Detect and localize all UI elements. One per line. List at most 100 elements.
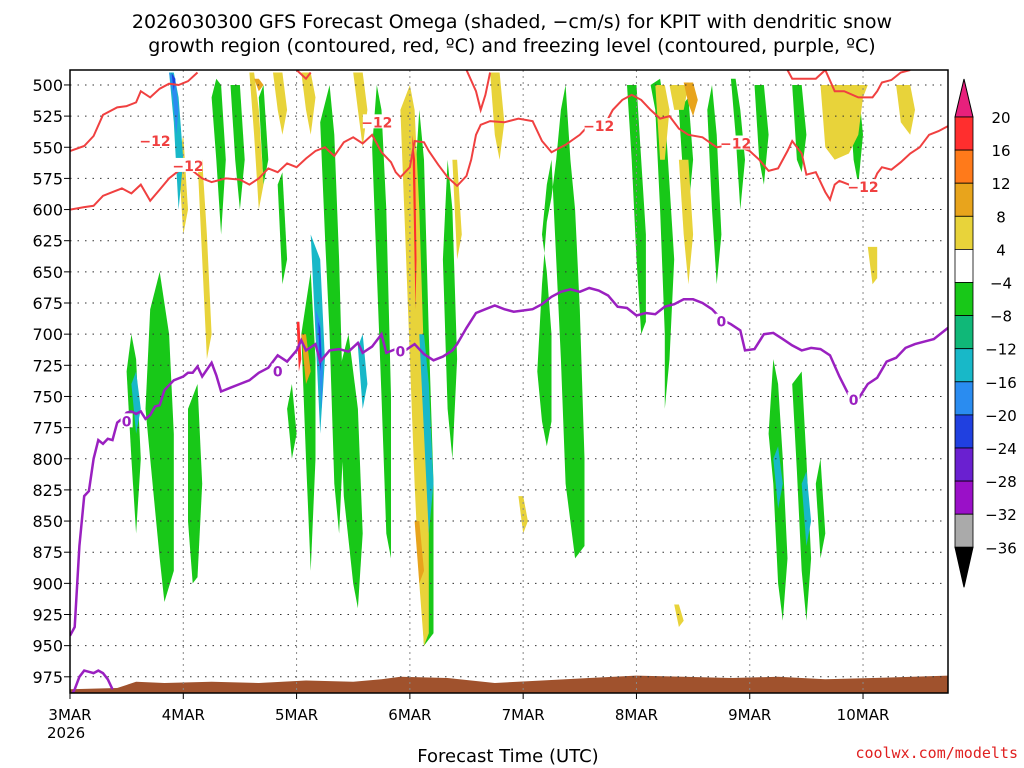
x-tick-label-3MAR: 3MAR [48,706,91,724]
omega-region-11 [372,85,391,559]
chart-title-line1: 2026030300 GFS Forecast Omega (shaded, −… [132,11,892,33]
colorbar-swatch-10 [954,447,974,482]
omega-region-31 [353,72,368,148]
colorbar-label-2: 12 [991,175,1010,193]
colorbar-swatch-6 [954,315,974,350]
dgz-label-0: −12 [139,134,170,150]
dgz-contour-0 [70,71,199,152]
y-tick-label-700: 700 [32,325,63,344]
freezing-label-bg-4 [847,392,860,407]
dgz-label-4: −12 [720,137,751,153]
colorbar-swatch-2 [954,182,974,217]
dgz-label-bg-5 [849,179,878,194]
freezing-label-2: 0 [396,345,406,361]
colorbar: 20 16 12 8 4 −4 −8 −12 −16 −20 −24 −28 −32 −36 [954,78,1017,588]
y-tick-label-825: 825 [32,481,63,500]
colorbar-swatch-4 [954,248,974,283]
x-tick-label-7MAR: 7MAR [502,706,545,724]
omega-region-53 [801,471,812,546]
dgz-label-bg-4 [721,135,750,150]
colorbar-swatch-9 [954,414,974,449]
colorbar-swatch-1 [954,149,974,184]
omega-region-24 [792,85,807,173]
year-label: 2026 [47,724,85,742]
omega-region-10 [339,334,363,609]
dgz-label-5: −12 [847,180,878,196]
x-tick-label-10MAR: 10MAR [837,706,890,724]
omega-region-4 [258,85,269,185]
x-tick-label-8MAR: 8MAR [615,706,658,724]
omega-region-30 [301,72,316,135]
freezing-label-bg-1 [271,363,284,378]
freezing-label-bg-2 [394,343,407,358]
colorbar-label-11: −28 [985,473,1017,491]
plot-frame [69,69,949,694]
omega-region-32 [400,85,429,646]
colorbar-swatch-7 [954,348,974,383]
omega-region-35 [655,85,670,160]
grid-lines [70,70,948,693]
x-axis-label: Forecast Time (UTC) [417,746,598,767]
dgz-label-1: −12 [172,159,203,175]
colorbar-label-0: 20 [991,109,1010,127]
colorbar-label-5: −4 [990,275,1012,293]
omega-region-18 [707,85,722,285]
dgz-label-bg-2 [362,114,391,129]
omega-region-54 [169,72,179,135]
omega-region-38 [820,85,868,160]
colorbar-swatch-12 [954,513,974,548]
omega-region-58 [412,134,417,310]
omega-region-13 [442,159,458,459]
colorbar-swatch-5 [954,282,974,316]
omega-region-9 [320,85,344,534]
omega-region-28 [249,72,264,210]
omega-region-48 [169,72,184,210]
freezing-level-line-lower [71,669,114,693]
terrain-layer [70,675,948,693]
terrain-fill [70,675,948,693]
colorbar-bottom-arrow [954,546,974,588]
y-tick-label-750: 750 [32,387,63,406]
omega-region-50 [357,334,368,409]
freezing-level-line [70,286,948,637]
dgz-label-bg-1 [174,157,203,172]
dgz-label-bg-3 [584,118,613,133]
freezing-label-bg-3 [715,313,728,328]
contour-lines [70,70,948,693]
freezing-label-1: 0 [273,365,283,381]
omega-shaded-regions [126,72,915,646]
omega-region-34 [490,72,505,160]
colorbar-label-6: −8 [990,308,1012,326]
y-tick-label-525: 525 [32,107,63,126]
omega-region-36 [669,85,689,110]
y-tick-label-550: 550 [32,138,63,157]
y-tick-label-800: 800 [32,450,63,469]
omega-region-43 [683,82,698,117]
colorbar-label-10: −24 [985,440,1017,458]
x-tick-label-6MAR: 6MAR [388,706,431,724]
omega-region-23 [815,458,826,559]
watermark: coolwx.com/modelts [855,744,1018,762]
dgz-contour-6 [465,70,492,114]
colorbar-label-4: 4 [996,241,1006,259]
y-tick-label-675: 675 [32,294,63,313]
x-tick-label-5MAR: 5MAR [275,706,318,724]
colorbar-label-13: −36 [985,539,1017,557]
omega-region-0 [145,271,174,602]
omega-region-8 [301,271,316,571]
colorbar-label-8: −16 [985,374,1017,392]
dgz-label-3: −12 [583,119,614,135]
omega-region-1 [188,384,203,584]
omega-region-52 [773,446,783,509]
omega-region-40 [867,246,878,285]
colorbar-swatch-11 [954,480,974,515]
omega-region-14 [537,85,585,559]
y-tick-label-850: 850 [32,512,63,531]
colorbar-label-7: −12 [985,341,1017,359]
y-tick-label-900: 900 [32,574,63,593]
y-tick-label-775: 775 [32,419,63,438]
colorbar-swatch-0 [954,116,974,151]
dgz-contour-7 [295,70,312,81]
